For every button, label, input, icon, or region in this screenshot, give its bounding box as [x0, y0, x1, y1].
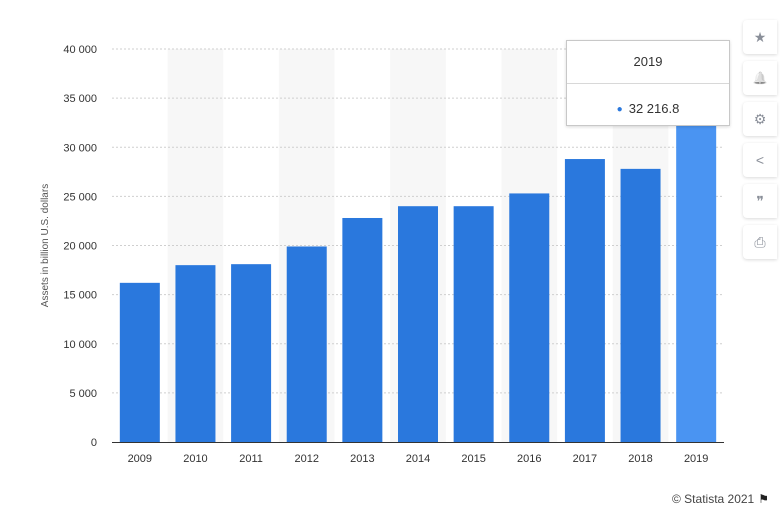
footer: © Statista 2021 ⚑ [672, 492, 769, 506]
y-tick-label: 25 000 [63, 191, 97, 203]
copyright-text[interactable]: © Statista 2021 [672, 492, 755, 506]
bar-2018[interactable] [620, 168, 661, 443]
print-button[interactable]: ⎙ [743, 225, 777, 259]
x-tick-label: 2019 [684, 453, 708, 465]
y-tick-label: 30 000 [63, 142, 97, 154]
bell-icon: 🔔 [752, 71, 768, 85]
favorite-button[interactable]: ★ [743, 20, 777, 54]
tooltip-value: 32 216.8 [628, 101, 680, 116]
print-icon: ⎙ [754, 233, 766, 250]
flag-icon[interactable]: ⚑ [758, 492, 769, 506]
share-icon: < [755, 152, 765, 168]
notification-button[interactable]: 🔔 [743, 61, 777, 95]
bar-2016[interactable] [509, 193, 550, 442]
gear-icon: ⚙ [753, 110, 767, 127]
tooltip-series-dot: ● [616, 103, 623, 115]
y-tick-label: 40 000 [63, 44, 97, 56]
x-tick-label: 2018 [628, 453, 652, 465]
x-tick-label: 2013 [350, 453, 374, 465]
y-tick-label: 0 [91, 437, 97, 449]
y-tick-label: 15 000 [63, 290, 97, 302]
x-tick-label: 2012 [294, 453, 318, 465]
bar-2011[interactable] [231, 264, 272, 442]
quote-icon: ❞ [756, 192, 764, 209]
x-tick-label: 2016 [517, 453, 541, 465]
x-tick-label: 2011 [239, 453, 263, 465]
bar-2012[interactable] [286, 246, 327, 442]
bar-2014[interactable] [398, 206, 438, 442]
sidebar-toolbar: ★ 🔔 ⚙ < ❞ ⎙ [743, 20, 781, 266]
y-tick-label: 10 000 [63, 339, 97, 351]
x-tick-label: 2010 [183, 453, 207, 465]
tooltip-body: ● 32 216.8 [567, 84, 729, 124]
bar-2013[interactable] [342, 217, 383, 442]
star-icon: ★ [753, 28, 767, 45]
bar-2015[interactable] [453, 206, 494, 442]
x-tick-label: 2017 [573, 453, 597, 465]
bar-2010[interactable] [175, 265, 216, 442]
settings-button[interactable]: ⚙ [743, 102, 777, 136]
y-tick-label: 5 000 [69, 388, 97, 400]
x-tick-label: 2009 [128, 453, 152, 465]
x-tick-label: 2015 [461, 453, 485, 465]
bar-2019[interactable] [676, 125, 717, 442]
x-tick-label: 2014 [406, 453, 430, 465]
y-axis-label: Assets in billion U.S. dollars [40, 184, 51, 307]
bar-2017[interactable] [564, 159, 605, 443]
cite-button[interactable]: ❞ [743, 184, 777, 218]
y-tick-label: 35 000 [63, 93, 97, 105]
chart-tooltip: 2019 ● 32 216.8 [566, 40, 730, 126]
tooltip-title: 2019 [567, 41, 729, 84]
y-tick-label: 20 000 [63, 241, 97, 253]
bar-2009[interactable] [119, 282, 160, 442]
share-button[interactable]: < [743, 143, 777, 177]
